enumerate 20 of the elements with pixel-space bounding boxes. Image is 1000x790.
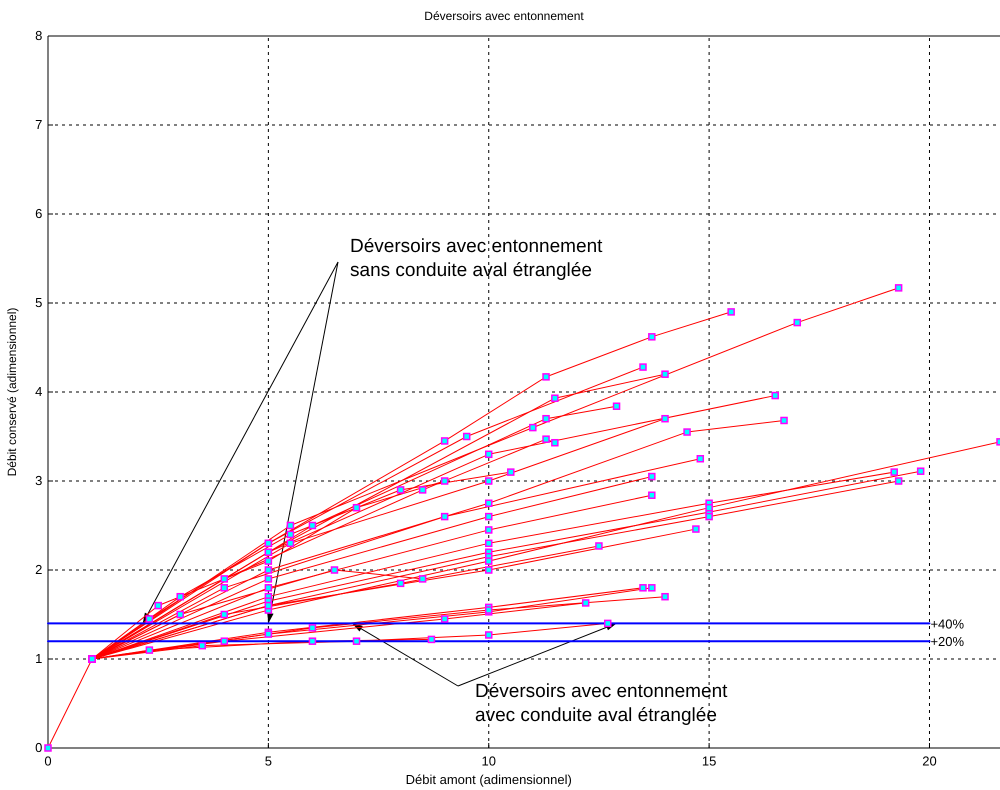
series-label: +20% — [930, 634, 965, 650]
y-tick-label: 3 — [35, 473, 42, 488]
annotation: Déversoirs avec entonnement avec conduite aval étranglée — [475, 681, 728, 726]
chart-title: Déversoirs avec entonnement — [424, 9, 584, 23]
y-tick-label: 2 — [35, 562, 42, 578]
y-tick-label: 6 — [35, 206, 42, 222]
y-tick-label: 1 — [35, 651, 42, 666]
x-tick-label: 15 — [702, 753, 716, 768]
x-tick-label: 10 — [482, 753, 496, 768]
y-axis-title: Débit conservé (adimensionnel) — [5, 308, 19, 476]
series-label: +40% — [930, 616, 965, 632]
y-tick-label: 7 — [35, 117, 42, 132]
x-axis-title: Débit amont (adimensionnel) — [406, 772, 572, 787]
y-tick-label: 8 — [35, 28, 42, 44]
y-tick-label: 0 — [35, 740, 42, 756]
x-tick-label: 5 — [264, 753, 272, 768]
annotation: Déversoirs avec entonnement sans conduite aval étranglée — [350, 236, 604, 281]
y-tick-label: 5 — [35, 295, 42, 310]
x-tick-label: 20 — [922, 753, 937, 768]
y-tick-label: 4 — [35, 384, 42, 400]
